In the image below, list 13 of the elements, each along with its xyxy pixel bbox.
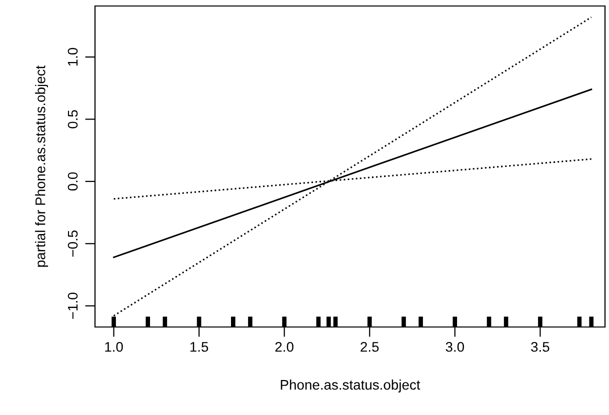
x-tick-label: 3.5 bbox=[531, 342, 550, 352]
x-axis-title: Phone.as.status.object bbox=[280, 380, 420, 392]
y-tick-label: −1.0 bbox=[68, 292, 78, 319]
y-tick-label: 0.5 bbox=[68, 110, 78, 128]
x-tick-label: 3.0 bbox=[446, 342, 464, 352]
x-tick-label: 2.5 bbox=[360, 342, 379, 352]
y-tick-label: 1.0 bbox=[68, 48, 78, 66]
x-tick-label: 1.5 bbox=[190, 342, 208, 352]
y-tick-label: −0.5 bbox=[68, 230, 78, 257]
y-axis-title: partial for Phone.as.status.object bbox=[35, 65, 48, 267]
x-tick-label: 1.0 bbox=[105, 342, 123, 352]
x-tick-label: 2.0 bbox=[275, 342, 294, 352]
y-tick-label: 0.0 bbox=[68, 172, 78, 191]
